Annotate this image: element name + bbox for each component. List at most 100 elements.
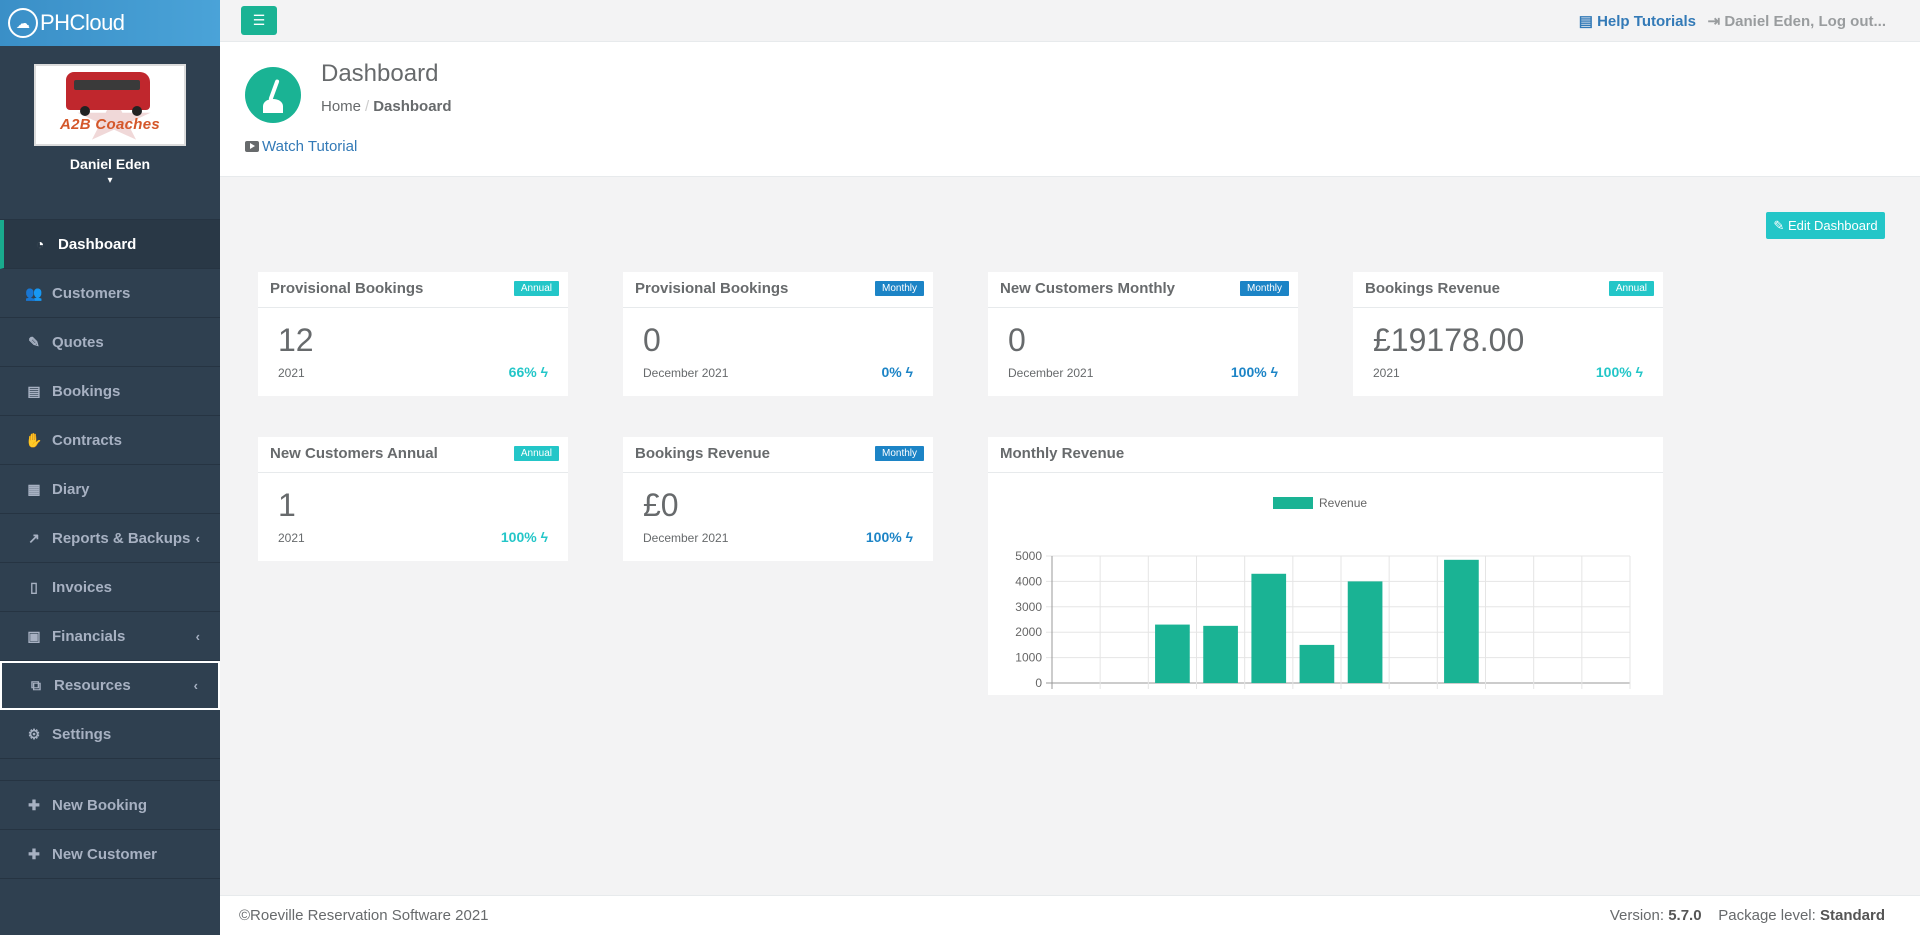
x-tick-label: Aug (1403, 694, 1424, 695)
widget-stat: 100% ϟ (1231, 364, 1278, 380)
x-tick-label: May (1257, 694, 1280, 695)
x-tick-label: Feb (1114, 694, 1135, 695)
period-badge: Monthly (1239, 281, 1289, 296)
bar-may[interactable] (1251, 573, 1287, 683)
brand-logo[interactable]: ☁ PHCloud (0, 0, 220, 46)
widget-period: 2021 (278, 531, 305, 545)
chart-legend: Revenue (1273, 496, 1367, 510)
sidebar-item-label: Contracts (52, 431, 123, 449)
menu-toggle-button[interactable]: ☰ (241, 6, 277, 35)
x-tick-label: Dec (1595, 694, 1616, 695)
version-value: 5.7.0 (1668, 907, 1702, 924)
new-booking-button[interactable]: ✚ New Booking (0, 781, 220, 830)
sidebar-item-dashboard[interactable]: ◔ Dashboard (0, 220, 220, 269)
stat-value: 100% (865, 529, 902, 545)
widget-provisional-bookings-monthly: Provisional Bookings Monthly 0 December … (623, 272, 933, 396)
new-customer-button[interactable]: ✚ New Customer (0, 830, 220, 879)
logout-link[interactable]: ⇥ Daniel Eden, Log out... (1708, 12, 1886, 30)
bar-apr[interactable] (1203, 625, 1238, 683)
users-icon: 👥 (25, 284, 43, 301)
monthly-revenue-chart: Revenue 0 1000 2000 3000 4000 5000 Jan Feb Mar A… (1015, 496, 1631, 695)
caret-down-icon[interactable]: ▾ (107, 175, 113, 186)
line-chart-icon: ↗ (28, 529, 40, 546)
widget-bookings-revenue-monthly: Bookings Revenue Monthly £0 December 202… (623, 437, 933, 561)
sidebar-item-label: Diary (52, 480, 90, 498)
widget-title: New Customers Monthly Monthly (988, 272, 1298, 308)
period-badge: Monthly (874, 446, 924, 461)
sidebar-action-label: New Customer (52, 845, 158, 863)
sidebar-item-label: Bookings (52, 382, 121, 400)
widget-value: 0 (1008, 322, 1026, 358)
legend-label-revenue: Revenue (1319, 496, 1367, 510)
dashboard-icon: ◔ (35, 236, 45, 252)
profile: A2B Coaches Daniel Eden ▾ (0, 46, 220, 220)
sidebar-item-financials[interactable]: ▣ Financials ‹ (0, 612, 220, 661)
sign-out-icon: ⇥ (1707, 13, 1725, 30)
y-axis-labels: 0 1000 2000 3000 4000 5000 (1015, 549, 1042, 690)
sidebar-item-diary[interactable]: ▦ Diary (0, 465, 220, 514)
widget-title-text: Monthly Revenue (1000, 445, 1125, 462)
plus-icon: ✚ (28, 845, 40, 862)
widget-title: New Customers Annual Annual (258, 437, 568, 473)
sidebar-item-reports[interactable]: ↗ Reports & Backups ‹ (0, 514, 220, 563)
sidebar-item-settings[interactable]: ⚙ Settings (0, 710, 220, 759)
logout-label: Daniel Eden, Log out... (1724, 13, 1886, 30)
gauge-base (263, 99, 283, 113)
breadcrumb-home[interactable]: Home (321, 98, 362, 115)
y-tick-label: 1000 (1015, 651, 1042, 665)
bus-graphic (66, 72, 150, 110)
money-icon: ▣ (27, 627, 41, 644)
widget-new-customers-monthly: New Customers Monthly Monthly 0 December… (988, 272, 1298, 396)
y-tick-label: 4000 (1015, 574, 1042, 588)
user-name[interactable]: Daniel Eden (69, 156, 151, 172)
watch-tutorial-label: Watch Tutorial (262, 138, 358, 155)
edit-dashboard-button[interactable]: ✎ Edit Dashboard (1766, 212, 1885, 239)
bar-sep[interactable] (1444, 559, 1479, 683)
watch-tutorial-link[interactable]: Watch Tutorial (245, 138, 357, 155)
hamburger-icon: ☰ (252, 12, 266, 28)
stat-value: 100% (500, 529, 537, 545)
nav-divider (0, 759, 220, 781)
help-tutorials-link[interactable]: ▤ Help Tutorials (1579, 12, 1696, 30)
widget-title-text: Provisional Bookings (635, 280, 789, 297)
sidebar-item-bookings[interactable]: ▤ Bookings (0, 367, 220, 416)
widget-monthly-revenue: Monthly Revenue Revenue 0 1000 2000 3000 400… (988, 437, 1663, 695)
widget-title: Bookings Revenue Monthly (623, 437, 933, 473)
bar-jul[interactable] (1347, 581, 1383, 683)
file-icon: ▯ (30, 578, 38, 595)
widget-stat: 100% ϟ (1596, 364, 1643, 380)
widget-stat: 0% ϟ (881, 364, 913, 380)
logo-text: A2B Coaches (59, 116, 160, 133)
widget-stat: 100% ϟ (501, 529, 548, 545)
chart-grid (1046, 555, 1631, 689)
widget-title-text: Bookings Revenue (1365, 280, 1501, 297)
bolt-icon: ϟ (1635, 364, 1643, 380)
sidebar-item-invoices[interactable]: ▯ Invoices (0, 563, 220, 612)
edit-icon: ✎ (1773, 217, 1788, 233)
sidebar: ☁ PHCloud A2B Coaches Daniel Eden ▾ ◔ Da… (0, 0, 220, 935)
y-tick-label: 3000 (1015, 600, 1042, 614)
period-badge: Annual (513, 281, 559, 296)
bar-mar[interactable] (1155, 624, 1190, 683)
y-tick-label: 0 (1035, 676, 1042, 690)
period-badge: Annual (513, 446, 559, 461)
version-info: Version: 5.7.0 Package level: Standard (1610, 907, 1885, 924)
widget-period: December 2021 (1008, 366, 1094, 380)
widget-new-customers-annual: New Customers Annual Annual 1 2021 100% … (258, 437, 568, 561)
legend-swatch-revenue (1273, 497, 1313, 509)
widget-period: 2021 (1373, 366, 1400, 380)
sidebar-item-resources[interactable]: ⧉ Resources ‹ (0, 661, 220, 710)
sidebar-item-contracts[interactable]: ✋ Contracts (0, 416, 220, 465)
x-tick-label: Oct (1500, 694, 1519, 695)
footer: ©Roeville Reservation Software 2021 Vers… (220, 895, 1920, 935)
widget-stat: 100% ϟ (866, 529, 913, 545)
sidebar-item-customers[interactable]: 👥 Customers (0, 269, 220, 318)
bar-jun[interactable] (1299, 644, 1335, 683)
wheel-graphic (80, 106, 90, 116)
sidebar-item-label: Invoices (52, 578, 113, 596)
sidebar-item-quotes[interactable]: ✎ Quotes (0, 318, 220, 367)
widget-title-text: New Customers Monthly (1000, 280, 1176, 297)
sidebar-item-label: Customers (52, 284, 131, 302)
x-axis-labels: Jan Feb Mar Apr May Jun Jul Aug Sep Oct Nov Dec (1066, 694, 1616, 695)
x-tick-label: Apr (1211, 694, 1230, 695)
